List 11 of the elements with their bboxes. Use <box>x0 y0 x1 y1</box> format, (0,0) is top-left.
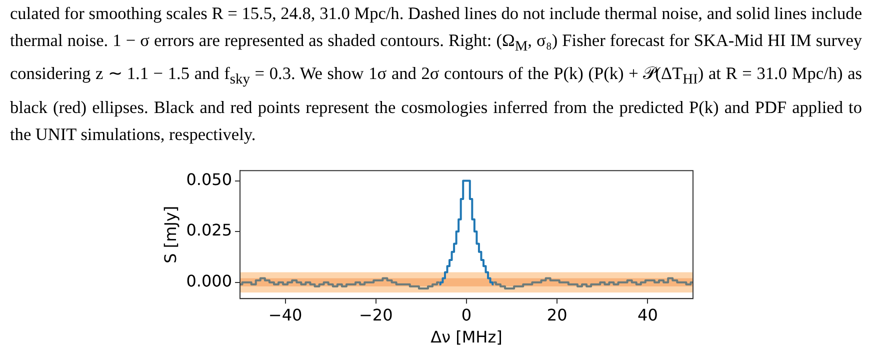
x-tick-label: −20 <box>359 305 393 324</box>
y-tick-label: 0.000 <box>186 272 232 290</box>
x-tick-label: −40 <box>268 305 302 324</box>
y-tick-label: 0.050 <box>186 170 232 189</box>
x-tick-label: 0 <box>461 305 472 324</box>
x-tick-label: 20 <box>546 305 568 324</box>
y-axis-title: S [mJy] <box>160 206 180 264</box>
y-tick-label: 0.025 <box>186 220 232 240</box>
x-axis-title: Δν [MHz] <box>430 328 502 345</box>
text: culated for smoothing scales R = 15.5, 24.8, 31.0 Mpc/h. Dashed lines do not include thermal noise, and solid lines include thermal noise. 1 − σ errors are represented as shaded contours. Right: (Ω$_{M}$, σ₈) Fisher forecast for SKA-Mid HI IM survey considering z ∼ 1.1 − 1.5 and f$_{sky}$ = 0.3. We show 1σ and 2σ contours of the P(k) (P(k) + 𝒫(ΔT$_{HI}$) at R = 31.0 Mpc/h) as black (red) ellipses. Black and red points represent the cosmologies inferred from the predicted P(k) and PDF applied to the UNIT simulations, respectively. <box>10 4 862 144</box>
x-tick-label: 40 <box>638 305 658 324</box>
